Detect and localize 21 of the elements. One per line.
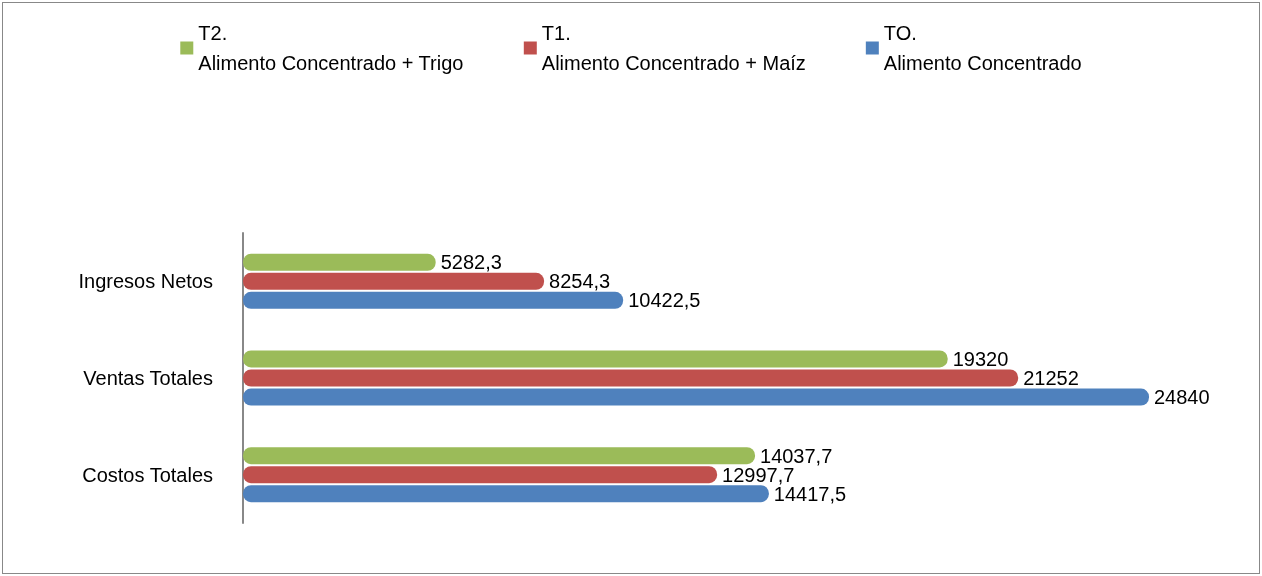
bar [243,272,545,290]
legend-label: T1. Alimento Concentrado + Maíz [541,22,806,74]
bar [243,350,948,368]
data-label: 24840 [1154,386,1210,409]
data-label: 5282,3 [440,251,502,274]
y-tick-label: Ingresos Netos [78,270,213,293]
data-label: 19320 [952,347,1009,370]
bar [243,369,1019,387]
y-tick-label: Costos Totales [82,463,213,486]
bar [243,291,624,309]
bar [243,466,718,484]
data-label: 21252 [1023,367,1079,389]
legend-label: T2. Alimento Concentrado + Trigo [198,22,464,74]
bar [243,485,769,503]
bar [243,388,1149,406]
y-tick-label: Ventas Totales [83,367,213,389]
data-label: 8254,3 [549,270,611,293]
legend-label: TO. Alimento Concentrado [883,22,1082,74]
data-label: 10422,5 [628,289,701,312]
bar [243,253,436,271]
bar [243,447,755,465]
